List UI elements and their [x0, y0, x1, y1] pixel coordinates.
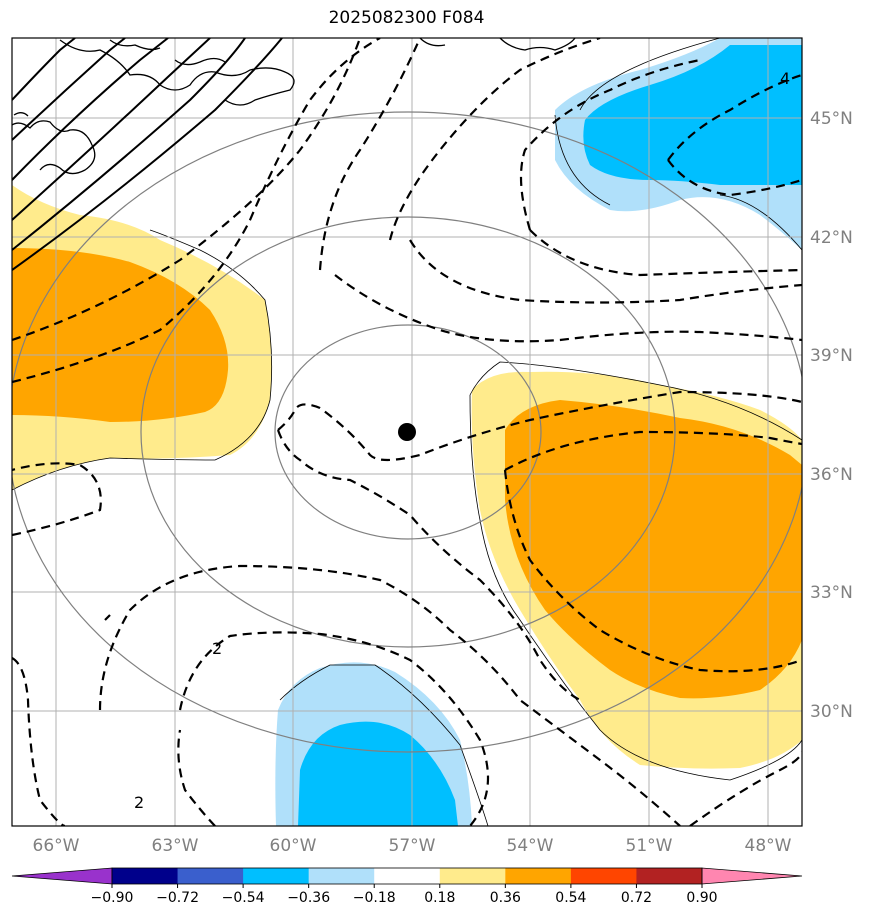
colorbar-segment: [439, 868, 506, 884]
colorbar-tick-label: 0.36: [490, 890, 521, 906]
colorbar-segment: [243, 868, 310, 884]
longitude-labels: 66°W 63°W 60°W 57°W 54°W 51°W 48°W: [33, 836, 792, 856]
colorbar-tick-label: −0.54: [222, 890, 265, 906]
lon-label: 51°W: [626, 836, 673, 856]
colorbar-tick-label: −0.90: [91, 890, 134, 906]
colorbar-extend-low: [11, 867, 113, 885]
range-ring-middle: [140, 216, 676, 648]
solid-contours: [12, 38, 283, 271]
contour-label-4: 4: [780, 69, 790, 88]
lat-label: 42°N: [810, 228, 853, 248]
map-frame: [11, 37, 803, 827]
colorbar-segment: [374, 868, 441, 884]
colorbar-tick-label: 0.90: [686, 890, 717, 906]
map-title: 2025082300 F084: [328, 8, 485, 28]
colorbar-segment: [636, 868, 703, 884]
lon-label: 63°W: [152, 836, 199, 856]
colorbar-tick-label: 0.54: [555, 890, 586, 906]
lat-label: 30°N: [810, 702, 853, 722]
dashed-contours: [12, 38, 802, 826]
negative-anomaly-deep-blue-ne: [583, 45, 802, 185]
negative-anomaly-deep-blue-south: [298, 721, 458, 826]
range-ring-outer: [12, 111, 802, 753]
lon-label: 57°W: [389, 836, 436, 856]
colorbar-tick-label: 0.72: [621, 890, 652, 906]
colorbar-extend-high: [701, 867, 803, 885]
colorbar-tick-label: −0.36: [287, 890, 330, 906]
colorbar-segment: [177, 868, 244, 884]
lat-label: 33°N: [810, 583, 853, 603]
lat-label: 39°N: [810, 346, 853, 366]
colorbar-segment: [570, 868, 637, 884]
colorbar-tick-label: 0.18: [424, 890, 455, 906]
lon-label: 60°W: [270, 836, 317, 856]
lon-label: 48°W: [745, 836, 792, 856]
lon-label: 66°W: [33, 836, 80, 856]
colorbar: −0.90 −0.72 −0.54 −0.36 −0.18 0.18 0.36 0.54 0.7…: [11, 867, 803, 906]
storm-center-marker: [398, 423, 416, 441]
colorbar-outline: [111, 867, 703, 885]
latitude-labels: 45°N 42°N 39°N 36°N 33°N 30°N: [810, 109, 853, 722]
lon-label: 54°W: [507, 836, 554, 856]
contour-label-2-south: 2: [134, 793, 144, 812]
graticule: [12, 38, 802, 826]
colorbar-segment: [308, 868, 375, 884]
colorbar-tick-label: −0.72: [156, 890, 199, 906]
colorbar-segment: [505, 868, 572, 884]
lat-label: 36°N: [810, 465, 853, 485]
positive-anomaly-orange-west: [12, 248, 229, 422]
contour-label-2-mid: 2: [212, 639, 222, 658]
range-ring-inner: [274, 324, 542, 540]
colorbar-tick-label: −0.18: [353, 890, 396, 906]
range-rings: [12, 111, 802, 753]
colorbar-segment: [112, 868, 179, 884]
lat-label: 45°N: [810, 109, 853, 129]
coastline: [12, 38, 576, 175]
map-panel: 4 2 2: [12, 38, 802, 826]
anomaly-outline: [12, 38, 802, 826]
